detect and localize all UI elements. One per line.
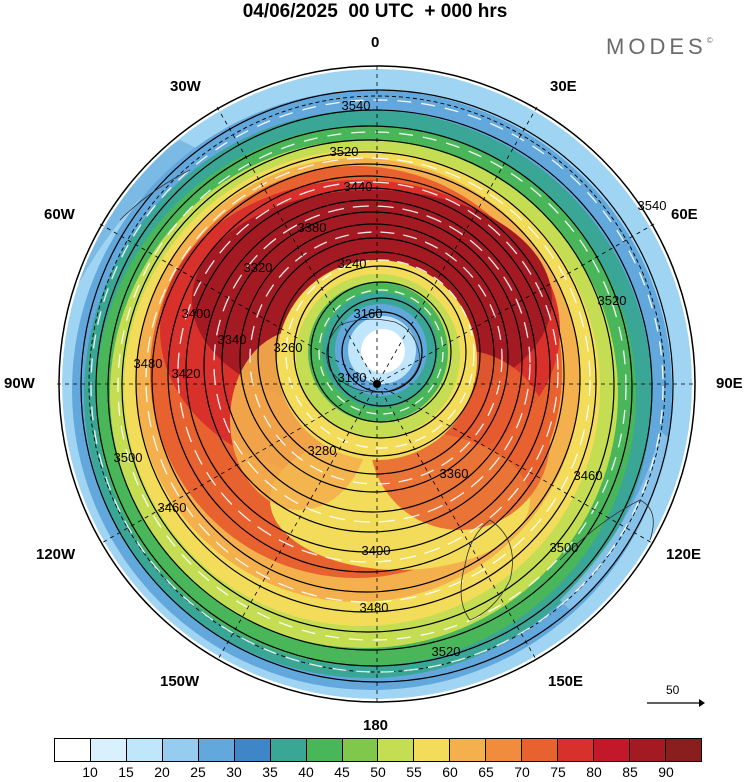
brand-name: MODES: [606, 34, 707, 59]
colorbar-tick-label: 40: [298, 764, 314, 780]
contour-label: 3460: [158, 500, 187, 515]
contour-label: 3340: [218, 332, 247, 347]
colorbar-swatch: [342, 739, 379, 761]
lon-label-150w: 150W: [160, 673, 200, 690]
colorbar-swatch: [55, 739, 91, 761]
colorbar-tick-label: 25: [190, 764, 206, 780]
colorbar-tick-label: 45: [334, 764, 350, 780]
colorbar-swatch: [630, 739, 666, 761]
contour-label: 3380: [298, 220, 327, 235]
contour-label: 3520: [432, 644, 461, 659]
colorbar-swatch: [486, 739, 523, 761]
contour-label: 3180: [338, 370, 367, 385]
colorbar-swatch: [234, 739, 271, 761]
contour-label: 3320: [244, 260, 273, 275]
lon-label-90w: 90W: [4, 375, 35, 392]
contour-label: 3280: [308, 443, 337, 458]
contour-label: 3540: [638, 198, 667, 213]
colorbar-tick-label: 80: [586, 764, 602, 780]
colorbar-swatch: [90, 739, 127, 761]
colorbar-ticks: 10 15 20 25 30 35 40 45 50 55 60 65 70 75 80 85 90: [54, 764, 702, 782]
coastlines: [119, 169, 654, 621]
vector-reference-value: 50: [666, 683, 680, 697]
colorbar-swatch: [665, 739, 701, 761]
colorbar-swatch: [270, 739, 307, 761]
polar-map: 3540 3520 3440 3380 3240 3160 3180 3260 3320 3340…: [57, 65, 697, 704]
colorbar-swatch: [378, 739, 415, 761]
colorbar-tick-label: 60: [442, 764, 458, 780]
brand-mark: ©: [706, 36, 713, 45]
colorbar-tick-label: 85: [622, 764, 638, 780]
lon-label-30e: 30E: [550, 78, 577, 95]
colorbar-tick-label: 20: [154, 764, 170, 780]
lon-label-150e: 150E: [548, 673, 584, 690]
colorbar-tick-label: 90: [658, 764, 674, 780]
colorbar-swatch: [594, 739, 630, 761]
contour-label: 3360: [440, 466, 469, 481]
colorbar-tick-label: 55: [406, 764, 422, 780]
contour-label: 3440: [344, 179, 373, 194]
contour-label: 3400: [182, 306, 211, 321]
lon-label-90e: 90E: [716, 375, 743, 392]
colorbar-tick-label: 35: [262, 764, 278, 780]
contour-label: 3460: [574, 468, 603, 483]
colorbar-tick-label: 30: [226, 764, 242, 780]
contour-label: 3520: [598, 293, 627, 308]
colorbar-swatch: [414, 739, 451, 761]
lon-label-120e: 120E: [666, 546, 702, 563]
colorbar-swatch: [450, 739, 487, 761]
contour-label: 3160: [354, 306, 383, 321]
colorbar-tick-label: 70: [514, 764, 530, 780]
chart-title: 04/06/2025 00 UTC + 000 hrs: [242, 1, 508, 22]
lon-label-0: 0: [371, 34, 380, 51]
wind-speed-shading: [62, 69, 692, 699]
map-border: [58, 65, 696, 703]
colorbar-swatch: [306, 739, 343, 761]
brand-logo: MODES©: [606, 34, 713, 60]
colorbar: [54, 738, 702, 762]
colorbar-swatch: [126, 739, 163, 761]
contour-label: 3540: [342, 98, 371, 113]
contour-label: 3400: [362, 543, 391, 558]
colorbar-swatch: [162, 739, 199, 761]
colorbar-tick-label: 75: [550, 764, 566, 780]
colorbar-tick-label: 10: [82, 764, 98, 780]
lon-label-180: 180: [363, 717, 389, 734]
contour-label: 3480: [134, 356, 163, 371]
contour-label-layer: 3540 3520 3440 3380 3240 3160 3180 3260 3320 3340…: [114, 98, 667, 659]
contour-label: 3520: [330, 144, 359, 159]
contour-label: 3240: [338, 256, 367, 271]
contour-label: 3500: [550, 540, 579, 555]
wind-vectors: [90, 99, 664, 673]
colorbar-swatch: [522, 739, 559, 761]
colorbar-swatch: [198, 739, 235, 761]
lon-label-60w: 60W: [44, 206, 75, 223]
colorbar-swatch: [558, 739, 595, 761]
lon-label-30w: 30W: [170, 78, 201, 95]
contour-label: 3420: [172, 366, 201, 381]
lon-label-60e: 60E: [671, 206, 698, 223]
contour-label: 3480: [360, 600, 389, 615]
contour-label: 3500: [114, 450, 143, 465]
colorbar-tick-label: 15: [118, 764, 134, 780]
contour-label: 3260: [274, 340, 303, 355]
lon-label-120w: 120W: [36, 546, 76, 563]
colorbar-tick-label: 50: [370, 764, 386, 780]
vector-reference-arrow: [647, 699, 705, 707]
pole-marker: [373, 380, 381, 388]
colorbar-tick-label: 65: [478, 764, 494, 780]
